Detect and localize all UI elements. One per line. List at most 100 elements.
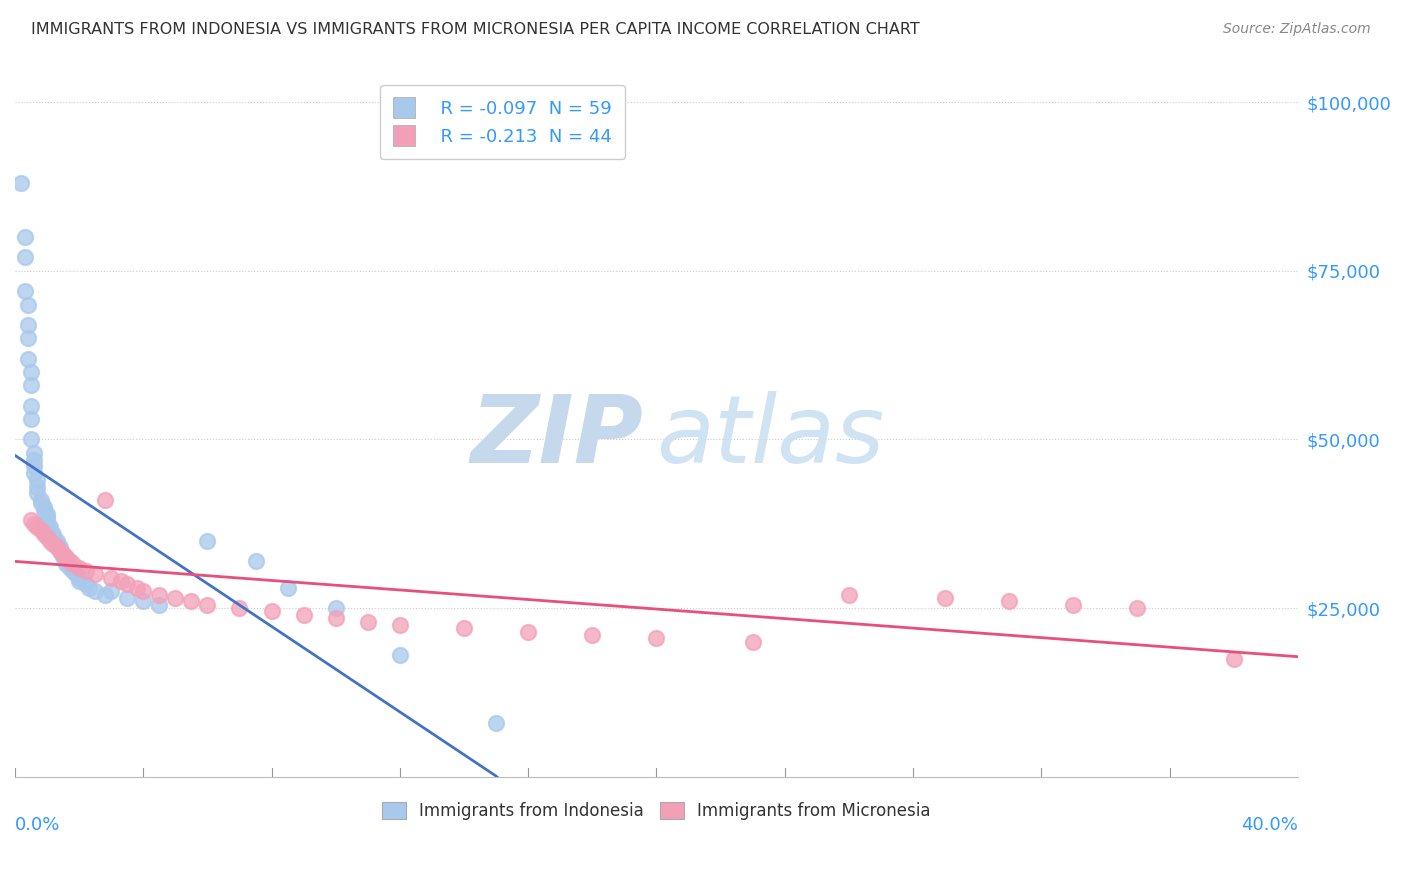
Point (998, 594, 1021, 608)
Point (14, 230, 37, 244)
Point (277, 581, 299, 595)
Point (645, 632, 668, 646)
Point (32, 526, 55, 541)
Point (30, 524, 52, 538)
Point (453, 621, 475, 635)
Point (17, 318, 39, 332)
Point (100, 571, 122, 585)
Point (32, 503, 55, 517)
Point (39, 520, 62, 534)
Point (42, 537, 65, 551)
Point (49, 541, 72, 555)
Point (388, 618, 411, 632)
Point (197, 533, 219, 548)
Point (55, 550, 77, 565)
Point (67, 560, 90, 574)
Point (148, 598, 170, 612)
Point (49, 543, 72, 558)
Point (62, 558, 84, 572)
Point (838, 588, 860, 602)
Point (35, 530, 58, 544)
Point (517, 624, 540, 639)
Point (22, 516, 45, 531)
Point (20, 365, 42, 379)
Point (45, 541, 67, 555)
Point (35, 507, 58, 521)
Point (117, 591, 139, 605)
Point (180, 594, 202, 608)
Point (62, 564, 84, 578)
Point (32, 500, 55, 514)
Point (14, 251, 37, 265)
Point (260, 604, 283, 618)
Point (20, 378, 42, 392)
Point (22, 446, 45, 460)
Point (17, 297, 39, 311)
Point (245, 554, 267, 568)
Point (42, 526, 65, 541)
Point (27, 486, 49, 500)
Point (52, 547, 75, 561)
Point (84, 567, 107, 582)
Point (20, 412, 42, 426)
Legend: Immigrants from Indonesia, Immigrants from Micronesia: Immigrants from Indonesia, Immigrants fr… (374, 794, 939, 829)
Point (20, 513, 42, 527)
Point (75, 564, 97, 578)
Point (132, 594, 155, 608)
Point (58, 554, 80, 568)
Point (148, 588, 170, 602)
Point (52, 547, 75, 561)
Text: 40.0%: 40.0% (1241, 815, 1298, 833)
Point (35, 513, 58, 527)
Point (325, 601, 347, 615)
Point (132, 584, 155, 599)
Point (125, 581, 148, 595)
Point (20, 433, 42, 447)
Point (39, 533, 62, 548)
Point (10, 176, 32, 190)
Point (49, 543, 72, 558)
Point (117, 577, 139, 591)
Text: ZIP: ZIP (471, 391, 644, 483)
Point (30, 493, 52, 508)
Point (84, 584, 107, 599)
Point (325, 611, 347, 625)
Point (42, 530, 65, 544)
Point (110, 574, 132, 588)
Point (292, 607, 315, 622)
Point (52, 550, 75, 565)
Point (30, 496, 52, 510)
Point (17, 351, 39, 366)
Point (1126, 601, 1149, 615)
Point (165, 591, 187, 605)
Point (55, 558, 77, 572)
Point (27, 473, 49, 487)
Point (27, 480, 49, 494)
Point (1062, 598, 1084, 612)
Point (39, 524, 62, 538)
Point (100, 584, 122, 599)
Point (77, 581, 100, 595)
Point (1222, 651, 1244, 665)
Point (197, 598, 219, 612)
Text: 0.0%: 0.0% (15, 815, 60, 833)
Text: Source: ZipAtlas.com: Source: ZipAtlas.com (1223, 22, 1371, 37)
Point (58, 560, 80, 574)
Point (228, 601, 250, 615)
Point (67, 571, 90, 585)
Point (934, 591, 956, 605)
Point (22, 466, 45, 480)
Point (55, 554, 77, 568)
Point (67, 574, 90, 588)
Point (485, 715, 508, 730)
Point (22, 459, 45, 474)
Point (35, 516, 58, 531)
Point (20, 399, 42, 413)
Point (581, 628, 603, 642)
Point (45, 533, 67, 548)
Point (388, 648, 411, 663)
Point (741, 634, 763, 648)
Point (357, 615, 380, 629)
Point (17, 331, 39, 345)
Point (75, 577, 97, 591)
